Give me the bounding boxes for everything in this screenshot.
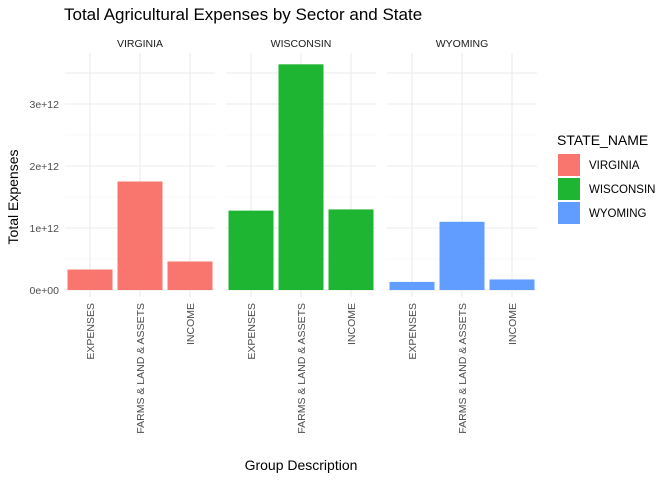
- legend-swatch-virginia: [558, 154, 580, 176]
- x-axis-title: Group Description: [245, 457, 358, 473]
- y-axis-title: Total Expenses: [5, 150, 21, 245]
- y-tick-label: 2e+12: [30, 161, 60, 173]
- legend: STATE_NAME VIRGINIA WISCONSIN WYOMING: [557, 132, 655, 224]
- bar-wisconsin-0: [228, 210, 274, 290]
- bar-wisconsin-2: [328, 209, 374, 290]
- facet-strip-label: WISCONSIN: [271, 38, 332, 50]
- x-tick-label: EXPENSES: [407, 303, 419, 360]
- bar-wyoming-2: [489, 279, 535, 290]
- legend-swatch-wyoming: [558, 202, 580, 224]
- x-tick-label: INCOME: [346, 303, 358, 345]
- x-tick-label: INCOME: [185, 303, 197, 345]
- x-tick-label: EXPENSES: [246, 303, 258, 360]
- y-axis-ticks: 0e+00 1e+12 2e+12 3e+12: [30, 99, 60, 297]
- y-tick-label: 1e+12: [30, 223, 60, 235]
- legend-label: WISCONSIN: [589, 184, 655, 196]
- facet-strip-label: VIRGINIA: [117, 38, 163, 50]
- legend-items: VIRGINIA WISCONSIN WYOMING: [558, 154, 655, 224]
- bar-wyoming-0: [389, 281, 435, 290]
- x-tick-label: EXPENSES: [85, 303, 97, 360]
- facet-panel-wisconsin: EXPENSES FARMS & LAND & ASSETS INCOME WISCO…: [226, 38, 376, 434]
- chart-title: Total Agricultural Expenses by Sector an…: [64, 5, 422, 24]
- facet-panels: EXPENSES FARMS & LAND & ASSETS INCOME VIRGI…: [65, 38, 537, 434]
- bar-virginia-1: [117, 181, 163, 290]
- legend-swatch-wisconsin: [558, 178, 580, 200]
- legend-title: STATE_NAME: [557, 132, 648, 148]
- y-tick-label: 3e+12: [30, 99, 60, 111]
- bar-wisconsin-1: [278, 64, 324, 290]
- bar-wyoming-1: [439, 221, 485, 290]
- bar-virginia-2: [167, 261, 213, 290]
- x-tick-label: INCOME: [507, 303, 519, 345]
- legend-label: VIRGINIA: [589, 160, 640, 172]
- facet-panel-virginia: EXPENSES FARMS & LAND & ASSETS INCOME VIRGI…: [65, 38, 215, 434]
- bar-virginia-0: [67, 269, 113, 290]
- x-tick-label: FARMS & LAND & ASSETS: [457, 303, 469, 434]
- y-tick-label: 0e+00: [30, 285, 60, 297]
- facet-panel-wyoming: EXPENSES FARMS & LAND & ASSETS INCOME WYOMI…: [387, 38, 537, 434]
- facet-strip-label: WYOMING: [436, 38, 489, 50]
- legend-label: WYOMING: [589, 208, 647, 220]
- x-tick-label: FARMS & LAND & ASSETS: [296, 303, 308, 434]
- x-tick-label: FARMS & LAND & ASSETS: [135, 303, 147, 434]
